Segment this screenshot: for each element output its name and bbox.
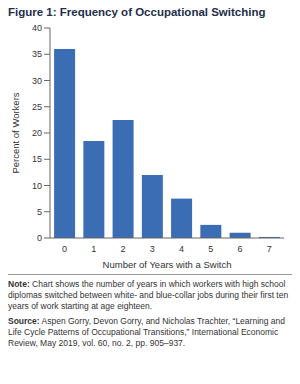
- svg-text:40: 40: [32, 23, 42, 33]
- svg-text:0: 0: [62, 244, 67, 254]
- svg-text:2: 2: [121, 244, 126, 254]
- svg-text:Percent of Workers: Percent of Workers: [10, 92, 21, 173]
- svg-text:5: 5: [208, 244, 213, 254]
- svg-text:25: 25: [32, 102, 42, 112]
- svg-text:Number of Years with a Switch: Number of Years with a Switch: [103, 259, 232, 270]
- svg-text:10: 10: [32, 181, 42, 191]
- svg-text:30: 30: [32, 76, 42, 86]
- svg-text:3: 3: [150, 244, 155, 254]
- svg-text:6: 6: [238, 244, 243, 254]
- svg-text:20: 20: [32, 128, 42, 138]
- svg-text:5: 5: [37, 207, 42, 217]
- html-text:Note: Chart shows the number o: Note: Chart shows the number of years in…: [8, 279, 289, 311]
- svg-text:15: 15: [32, 154, 42, 164]
- svg-text:4: 4: [179, 244, 184, 254]
- html-text:Source: Aspen Gorry, Devon Gor: Source: Aspen Gorry, Devon Gorry, and Ni…: [8, 316, 285, 348]
- html-text:Figure 1: Frequency of Occupat: Figure 1: Frequency of Occupational Swit…: [8, 6, 266, 18]
- svg-text:35: 35: [32, 49, 42, 59]
- svg-text:0: 0: [37, 233, 42, 243]
- svg-text:1: 1: [91, 244, 96, 254]
- svg-text:7: 7: [267, 244, 272, 254]
